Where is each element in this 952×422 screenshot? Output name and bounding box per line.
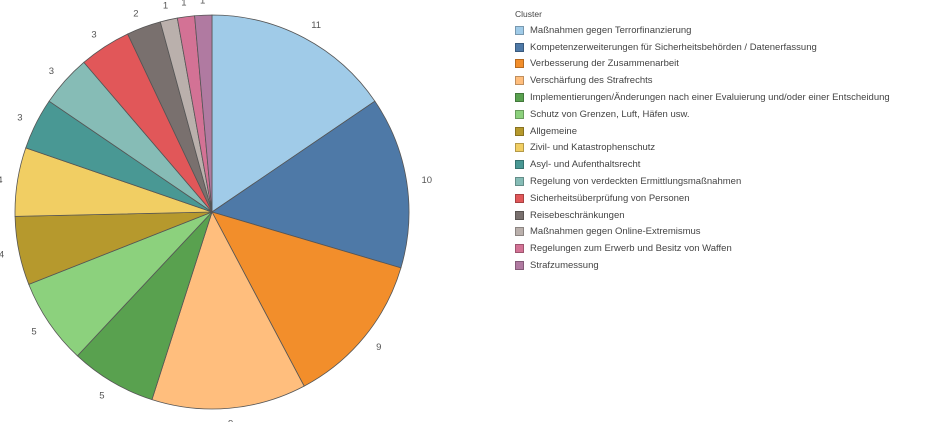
legend-swatch [515,93,524,102]
slice-value-label: 3 [17,113,22,124]
legend-label: Implementierungen/Änderungen nach einer … [530,92,890,103]
legend-swatch [515,160,524,169]
legend-swatch [515,177,524,186]
legend-swatch [515,211,524,220]
legend-label: Sicherheitsüberprüfung von Personen [530,193,690,204]
legend-swatch [515,244,524,253]
legend-label: Reisebeschränkungen [530,210,625,221]
slice-value-label: 4 [0,175,3,186]
legend-label: Schutz von Grenzen, Luft, Häfen usw. [530,109,689,120]
slice-value-label: 5 [99,390,104,401]
legend-label: Allgemeine [530,126,577,137]
legend-item[interactable]: Implementierungen/Änderungen nach einer … [515,89,945,106]
legend-item[interactable]: Strafzumessung [515,257,945,274]
legend-label: Asyl- und Aufenthaltsrecht [530,159,640,170]
legend-swatch [515,110,524,119]
legend-swatch [515,43,524,52]
legend-item[interactable]: Kompetenzerweiterungen für Sicherheitsbe… [515,39,945,56]
slice-value-label: 3 [91,30,96,41]
legend-item[interactable]: Regelung von verdeckten Ermittlungsmaßna… [515,173,945,190]
legend-item[interactable]: Maßnahmen gegen Online-Extremismus [515,224,945,241]
legend-swatch [515,76,524,85]
legend-item[interactable]: Asyl- und Aufenthaltsrecht [515,156,945,173]
legend-label: Zivil- und Katastrophenschutz [530,142,655,153]
legend-swatch [515,227,524,236]
legend: Cluster Maßnahmen gegen Terrorfinanzieru… [515,9,945,274]
legend-swatch [515,127,524,136]
slice-value-label: 1 [200,0,205,7]
legend-item[interactable]: Regelungen zum Erwerb und Besitz von Waf… [515,240,945,257]
legend-item[interactable]: Verschärfung des Strafrechts [515,72,945,89]
legend-swatch [515,194,524,203]
legend-swatch [515,143,524,152]
legend-item[interactable]: Schutz von Grenzen, Luft, Häfen usw. [515,106,945,123]
slice-value-label: 5 [31,327,36,338]
slice-value-label: 11 [311,20,321,31]
legend-title: Cluster [515,9,945,19]
legend-item[interactable]: Verbesserung der Zusammenarbeit [515,56,945,73]
slice-value-label: 2 [133,9,138,20]
legend-swatch [515,261,524,270]
legend-label: Strafzumessung [530,260,599,271]
legend-item[interactable]: Reisebeschränkungen [515,207,945,224]
legend-label: Kompetenzerweiterungen für Sicherheitsbe… [530,42,817,53]
legend-item[interactable]: Maßnahmen gegen Terrorfinanzierung [515,22,945,39]
legend-label: Maßnahmen gegen Terrorfinanzierung [530,25,691,36]
legend-label: Maßnahmen gegen Online-Extremismus [530,226,701,237]
legend-swatch [515,26,524,35]
legend-item[interactable]: Sicherheitsüberprüfung von Personen [515,190,945,207]
legend-label: Regelung von verdeckten Ermittlungsmaßna… [530,176,741,187]
slice-value-label: 10 [422,175,433,186]
pie-chart: 11109955443332111 [0,0,520,422]
slice-value-label: 4 [0,249,4,260]
slice-value-label: 1 [163,1,168,12]
pie-slices [15,15,409,409]
legend-label: Verbesserung der Zusammenarbeit [530,58,679,69]
slice-value-label: 9 [376,342,381,353]
slice-value-label: 1 [181,0,186,8]
legend-item[interactable]: Allgemeine [515,123,945,140]
legend-item[interactable]: Zivil- und Katastrophenschutz [515,140,945,157]
legend-items: Maßnahmen gegen Terrorfinanzierung Kompet… [515,22,945,274]
legend-label: Verschärfung des Strafrechts [530,75,653,86]
legend-label: Regelungen zum Erwerb und Besitz von Waf… [530,243,732,254]
legend-swatch [515,59,524,68]
slice-value-label: 3 [49,66,54,77]
